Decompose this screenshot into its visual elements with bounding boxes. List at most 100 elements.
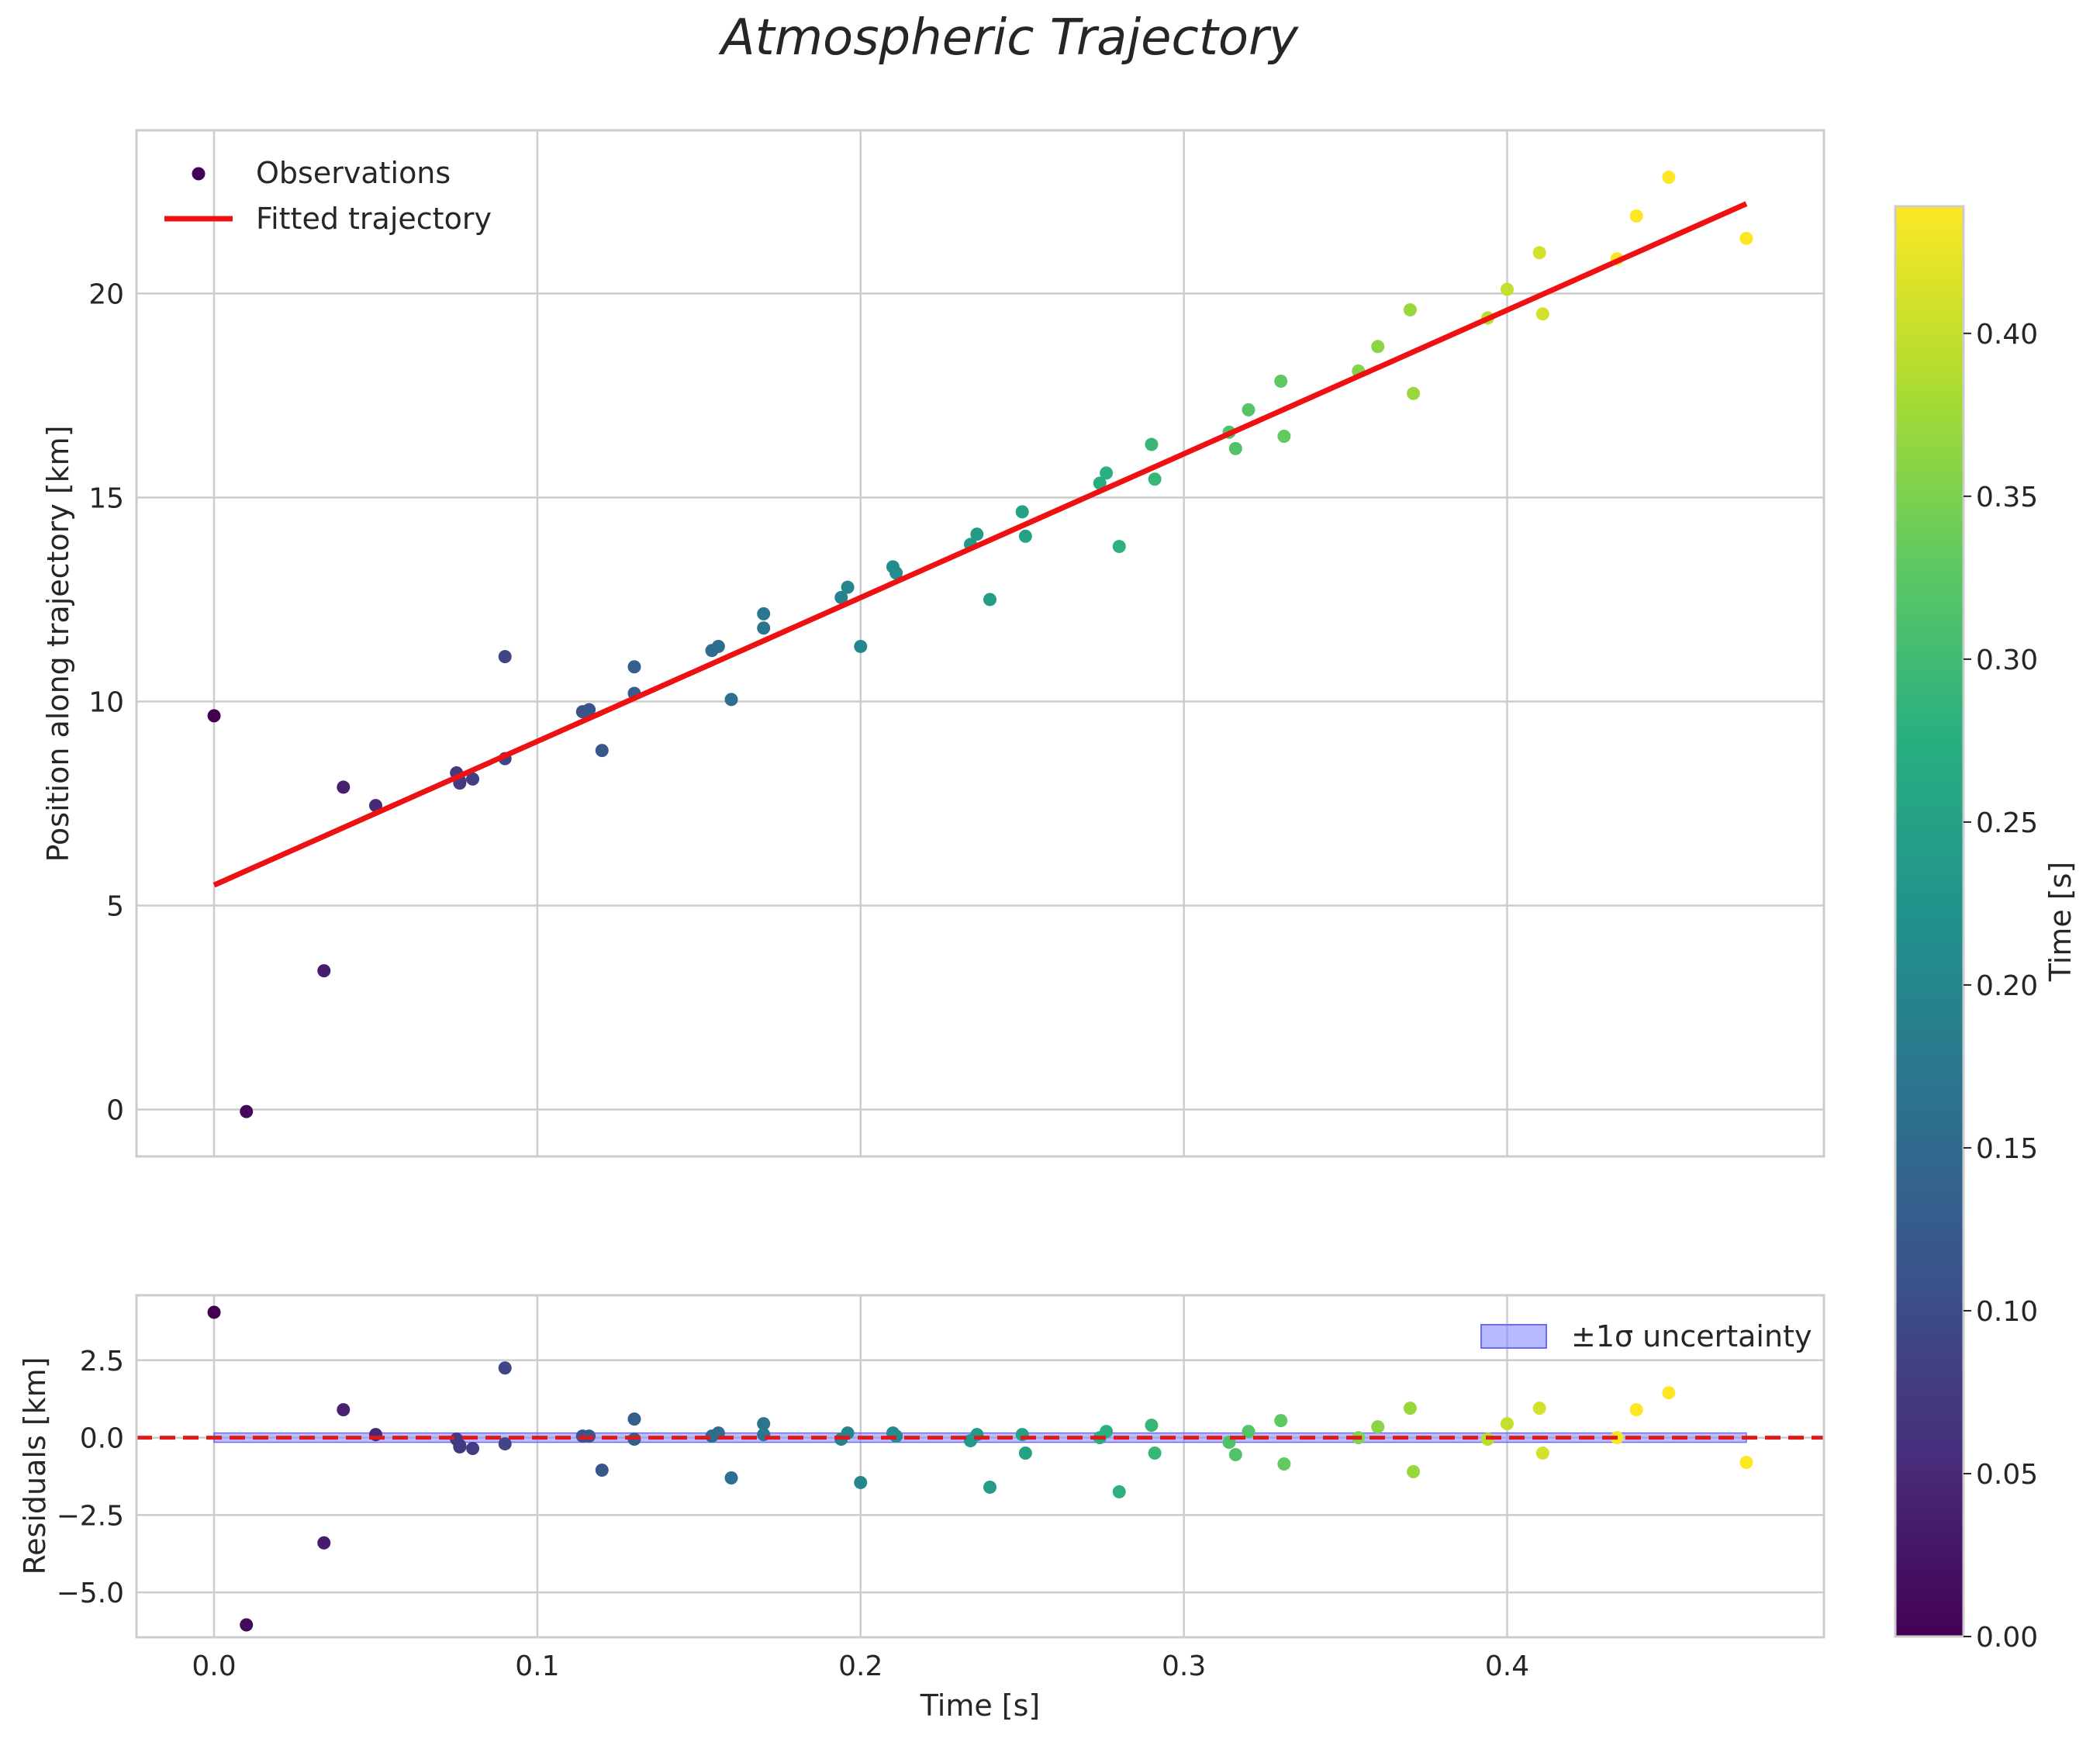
observation-point: [757, 621, 771, 635]
residual-point: [1242, 1425, 1256, 1439]
colorbar-tick-label: 0.15: [1976, 1133, 2038, 1165]
observation-point: [595, 744, 609, 758]
observation-point: [1242, 403, 1256, 416]
residual-point: [240, 1618, 254, 1632]
top-y-tick-label: 20: [88, 278, 124, 310]
residual-point: [757, 1417, 771, 1431]
observation-point: [757, 607, 771, 620]
fit-line-layer: [212, 201, 1748, 888]
residual-point: [1629, 1403, 1643, 1417]
residual-point: [1148, 1446, 1162, 1460]
observation-point: [1015, 505, 1029, 519]
observation-point: [1148, 472, 1162, 486]
observation-point: [1535, 307, 1549, 321]
residual-point: [854, 1475, 868, 1489]
residual-point: [466, 1442, 480, 1456]
residual-point: [724, 1471, 738, 1485]
observation-point: [317, 964, 331, 978]
legend-band-label: ±1σ uncertainty: [1571, 1319, 1812, 1353]
colorbar-tick-label: 0.30: [1976, 645, 2038, 676]
colorbar-frame: [1894, 205, 1965, 1638]
top-y-tick-label: 15: [88, 482, 124, 514]
residual-point: [1371, 1420, 1385, 1434]
observation-point: [1277, 430, 1291, 444]
bottom-plot-frame: [135, 1294, 1825, 1639]
x-tick-label: 0.0: [192, 1650, 236, 1682]
residual-point: [983, 1480, 997, 1494]
colorbar-tick-label: 0.05: [1976, 1459, 2038, 1491]
bottom-y-axis-label: Residuals [km]: [18, 1357, 52, 1574]
legend-fit-label: Fitted trajectory: [256, 202, 492, 236]
bottom-y-tick-label: 2.5: [80, 1346, 124, 1377]
colorbar-tick-label: 0.00: [1976, 1622, 2038, 1654]
observation-point: [1228, 441, 1242, 455]
colorbar-tick-label: 0.10: [1976, 1296, 2038, 1328]
top-plot-frame: [135, 129, 1825, 1158]
residual-point: [498, 1437, 512, 1451]
top-y-tick-label: 0: [106, 1095, 124, 1127]
observation-point: [1018, 529, 1032, 543]
x-axis-label: Time [s]: [920, 1688, 1041, 1723]
x-tick-label: 0.1: [515, 1650, 559, 1682]
colorbar-tick-label: 0.40: [1976, 319, 2038, 351]
legend-observations-label: Observations: [256, 156, 451, 190]
residual-point: [1100, 1425, 1114, 1439]
observation-point: [1532, 246, 1546, 260]
colorbar-ticks: 0.00 0.05 0.10 0.15 0.20 0.25 0.30 0.35 0.40: [1964, 319, 2038, 1654]
observation-point: [240, 1104, 254, 1118]
fit-line: [212, 201, 1748, 888]
observation-point: [711, 639, 725, 653]
observation-point: [498, 650, 512, 664]
colorbar-label: Time [s]: [2043, 862, 2078, 983]
x-tick-label: 0.4: [1485, 1650, 1529, 1682]
observation-point: [724, 693, 738, 707]
colorbar-tick-label: 0.35: [1976, 482, 2038, 513]
residual-point: [1739, 1456, 1753, 1470]
residual-point: [1277, 1457, 1291, 1471]
x-ticks: 0.0 0.1 0.2 0.3 0.4: [192, 1650, 1529, 1682]
observation-point: [1629, 209, 1643, 223]
observation-point: [1662, 170, 1676, 184]
observation-point: [841, 580, 855, 594]
bottom-y-tick-label: 0.0: [80, 1423, 124, 1455]
bottom-y-ticks: −5.0 −2.5 0.0 2.5: [57, 1346, 124, 1609]
residual-point: [1500, 1417, 1514, 1431]
observation-point: [627, 660, 641, 674]
observation-point: [1739, 231, 1753, 245]
legend-band-swatch: [1480, 1324, 1547, 1349]
observation-point: [582, 703, 596, 717]
observation-point: [1407, 386, 1421, 400]
top-y-tick-label: 5: [106, 890, 124, 922]
residual-point: [498, 1361, 512, 1375]
observation-point: [834, 590, 848, 604]
observation-point: [207, 709, 221, 723]
observation-point: [1112, 540, 1126, 554]
top-y-tick-label: 10: [88, 686, 124, 718]
residual-points: [207, 1305, 1753, 1632]
bottom-panel: −5.0 −2.5 0.0 2.5 0.0 0.1 0.2 0.3 0.4 Residuals…: [18, 1294, 1825, 1723]
residual-point: [1145, 1419, 1159, 1433]
bottom-y-tick-label: −5.0: [57, 1578, 124, 1609]
observation-point: [466, 772, 480, 786]
observation-point: [983, 593, 997, 607]
residual-point: [1403, 1402, 1417, 1415]
observation-point: [1145, 437, 1159, 451]
observation-point: [970, 527, 984, 541]
observation-point: [1274, 375, 1288, 389]
chart-title: Atmospheric Trajectory: [718, 9, 1299, 67]
residual-point: [337, 1403, 351, 1417]
observation-point: [854, 639, 868, 653]
top-y-axis-label: Position along trajectory [km]: [41, 425, 75, 862]
colorbar: 0.00 0.05 0.10 0.15 0.20 0.25 0.30 0.35 0.40 Tim…: [1894, 205, 2078, 1654]
bottom-legend: ±1σ uncertainty: [1480, 1319, 1812, 1353]
observation-point: [1093, 476, 1107, 490]
x-tick-label: 0.2: [838, 1650, 882, 1682]
observation-point: [1371, 340, 1385, 354]
observation-point: [1500, 282, 1514, 296]
residual-point: [627, 1412, 641, 1426]
residual-point: [1532, 1402, 1546, 1415]
residual-point: [1407, 1464, 1421, 1478]
residual-point: [1018, 1446, 1032, 1460]
